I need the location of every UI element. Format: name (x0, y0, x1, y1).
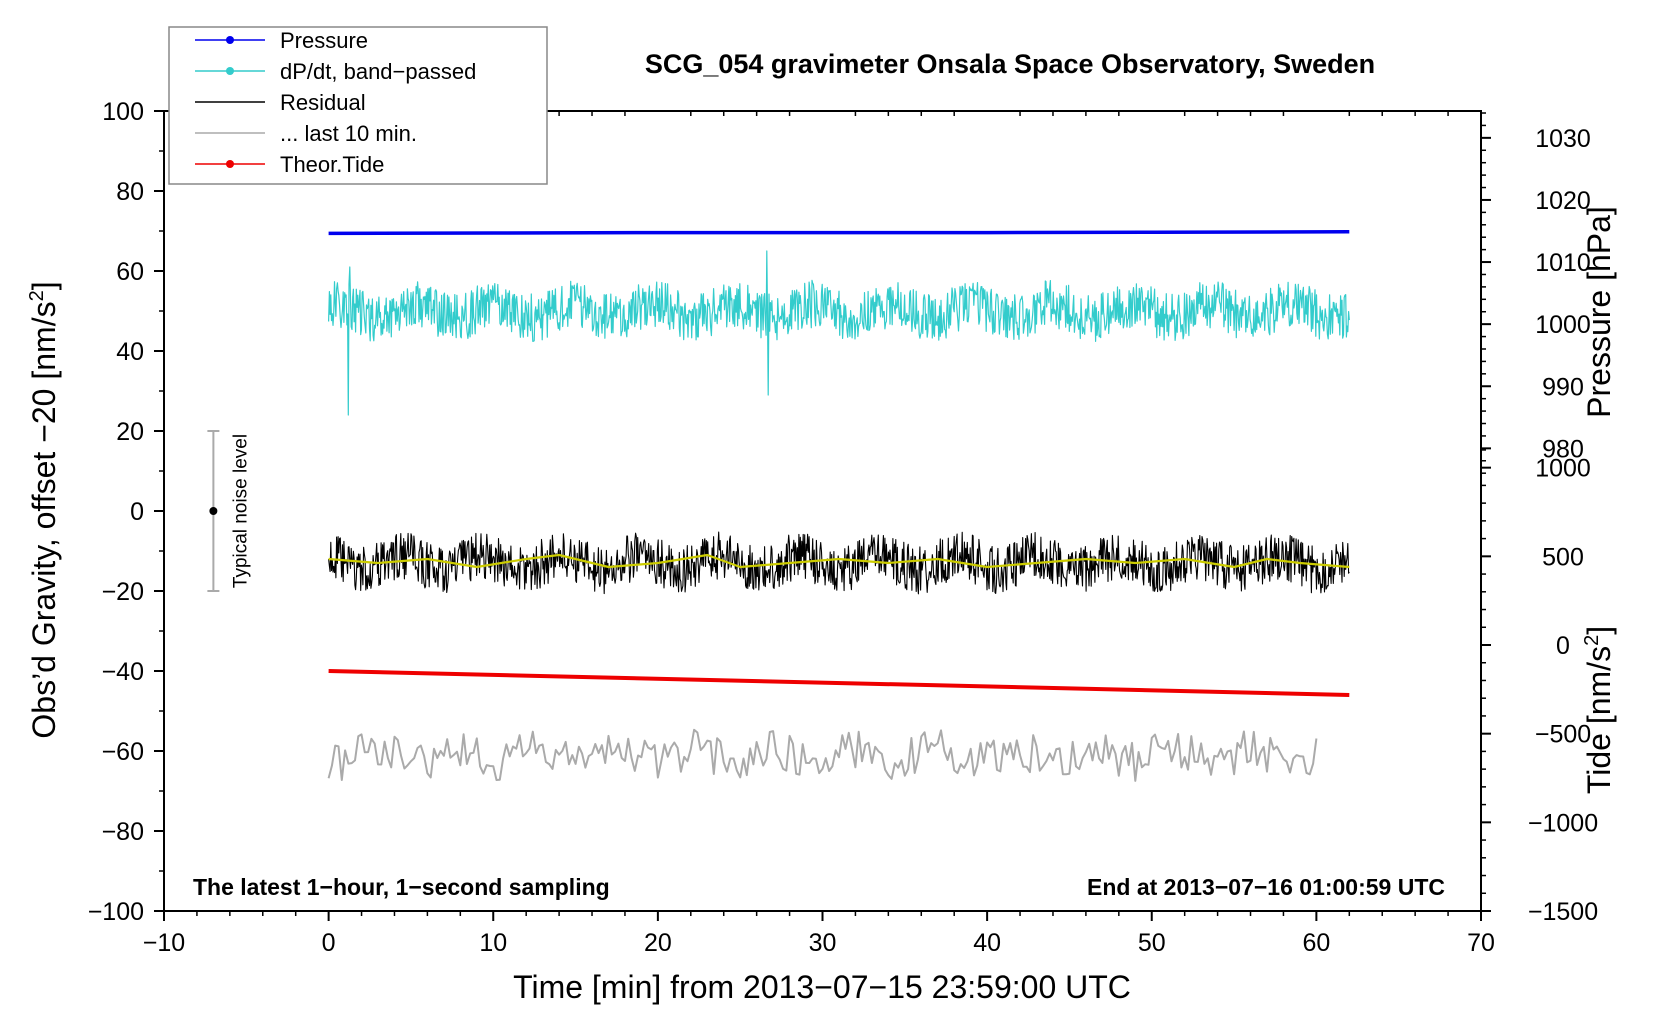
series-residual-line (328, 531, 1350, 595)
y-axis-left-title: Obs’d Gravity, offset −20 [nm/s2] (26, 281, 62, 738)
y-tick-label: −20 (102, 578, 144, 606)
y-tick-label: −60 (102, 738, 144, 766)
series-pressure-line (328, 230, 1350, 236)
y-tick-label: −40 (102, 658, 144, 686)
tide-tick-label: −500 (1535, 721, 1591, 749)
y-axis-pressure: 1030 1020 1010 1000 990 980 (1481, 112, 1591, 474)
pressure-tick-label: 1020 (1535, 187, 1591, 215)
pressure-tick-label: 1010 (1535, 249, 1591, 277)
pressure-tick-label: 1030 (1535, 125, 1591, 153)
series-residual-smoothed-line (328, 553, 1350, 569)
y-axis-left-title-sup: 2 (26, 290, 48, 301)
y-tick-label: 40 (116, 338, 144, 366)
y-axis-left-title-main: Obs’d Gravity, offset −20 [nm/s (26, 301, 62, 738)
y-tick-label: 0 (130, 498, 144, 526)
y-axis-tide-title-close: ] (1581, 626, 1617, 635)
y-tick-label: −80 (102, 818, 144, 846)
noise-level-indicator (207, 430, 220, 592)
noise-bar-center-dot (209, 507, 218, 515)
legend-items: Pressure dP/dt, band−passed Residual ... la… (195, 28, 476, 177)
x-tick-label: −10 (143, 929, 185, 957)
pressure-tick-label: 1000 (1535, 311, 1591, 339)
tide-tick-label: 0 (1556, 632, 1570, 660)
series-layer (327, 230, 1350, 782)
legend-residual-label: Residual (280, 90, 366, 115)
series-dp-dt-band-passed-line (328, 250, 1350, 416)
y-axis-left-title-close: ] (26, 281, 62, 290)
tide-tick-label: −1000 (1528, 809, 1598, 837)
pressure-tick-label: 980 (1542, 435, 1584, 463)
x-tick-label: 50 (1138, 929, 1166, 957)
legend-dp-dt-band-passed-marker (226, 67, 234, 75)
x-tick-label: 70 (1467, 929, 1495, 957)
tide-tick-label: 500 (1542, 543, 1584, 571)
legend-last-10-min-label: ... last 10 min. (280, 121, 417, 146)
y-tick-label: 100 (102, 98, 144, 126)
x-tick-label: 60 (1302, 929, 1330, 957)
pressure-tick-label: 990 (1542, 373, 1584, 401)
series-theor-tide-line (328, 669, 1350, 697)
y-tick-label: 80 (116, 178, 144, 206)
y-axis-left: 100 80 60 40 20 0 −20 −40 −60 −80 −100 (88, 98, 164, 926)
y-tick-label: 60 (116, 258, 144, 286)
y-axis-tide: 1000 500 0 −500 −1000 −1500 (1481, 449, 1598, 926)
series-last-10-min-line (327, 728, 1318, 782)
y-axis-tide-title-main: Tide [nm/s (1581, 646, 1617, 794)
tide-tick-label: 1000 (1535, 455, 1591, 483)
annotation-end-time: End at 2013−07−16 01:00:59 UTC (1087, 874, 1445, 900)
legend-pressure-label: Pressure (280, 28, 368, 53)
y-tick-label: 20 (116, 418, 144, 446)
noise-level-label: Typical noise level (230, 434, 251, 588)
x-tick-label: 30 (809, 929, 837, 957)
legend-box (168, 26, 548, 185)
x-axis-title: Time [min] from 2013−07−15 23:59:00 UTC (513, 969, 1131, 1005)
x-tick-label: 40 (973, 929, 1001, 957)
x-tick-label: 0 (322, 929, 336, 957)
x-tick-label: 10 (479, 929, 507, 957)
annotation-sampling: The latest 1−hour, 1−second sampling (193, 874, 610, 900)
x-tick-label: 20 (644, 929, 672, 957)
y-axis-tide-title-sup: 2 (1581, 635, 1603, 646)
y-tick-label: −100 (88, 898, 144, 926)
legend: Pressure dP/dt, band−passed Residual ... la… (168, 26, 548, 185)
legend-theor-tide-marker (226, 160, 234, 168)
y-axis-pressure-title: Pressure [hPa] (1581, 206, 1617, 418)
legend-dp-dt-band-passed-label: dP/dt, band−passed (280, 59, 476, 84)
legend-theor-tide-label: Theor.Tide (280, 152, 384, 177)
chart-title: SCG_054 gravimeter Onsala Space Observat… (645, 49, 1375, 79)
tide-tick-label: −1500 (1528, 898, 1598, 926)
x-axis: −10 0 10 20 30 40 50 60 70 (143, 111, 1495, 957)
legend-pressure-marker (226, 36, 234, 44)
y-axis-tide-title: Tide [nm/s2] (1581, 626, 1617, 794)
